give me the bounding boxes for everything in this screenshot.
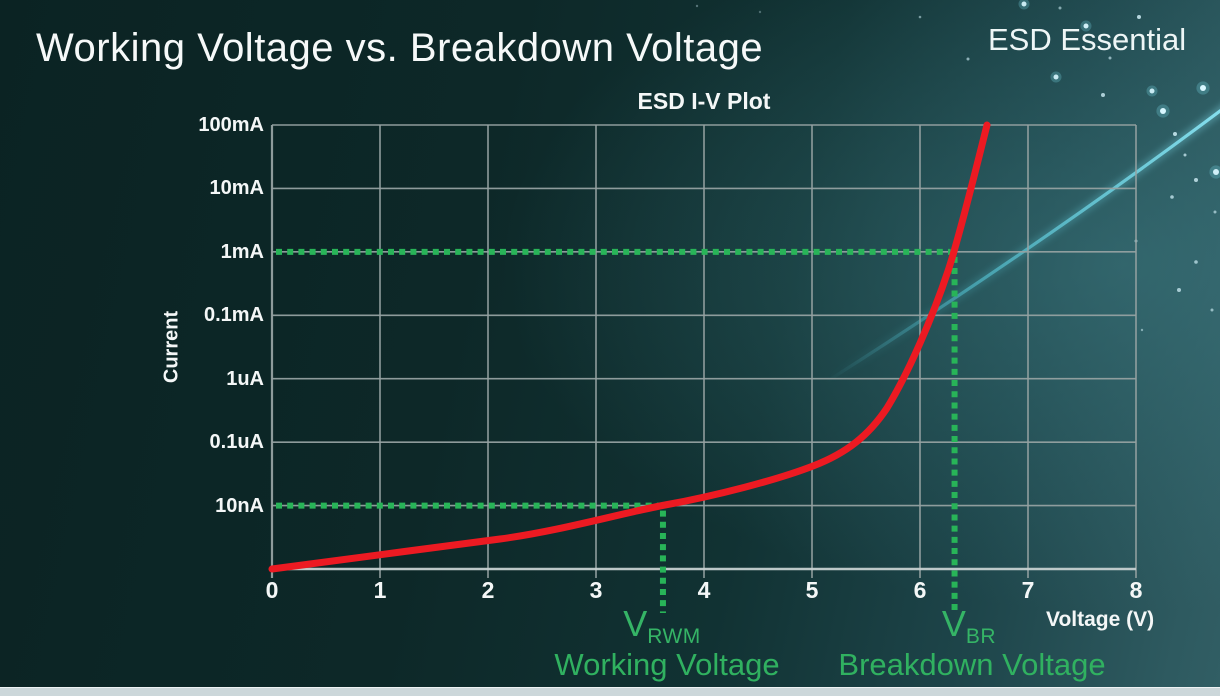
vbr-label: VBR <box>942 605 996 656</box>
brand-watermark: ESD Essential <box>988 22 1187 57</box>
vbr-symbol: V <box>941 603 966 644</box>
chart-title: ESD I-V Plot <box>637 88 771 114</box>
x-tick-label: 3 <box>589 577 603 603</box>
x-tick-label: 0 <box>265 577 279 603</box>
background-swoosh <box>823 105 1220 386</box>
x-tick-label: 5 <box>805 577 819 603</box>
iv-curve <box>268 121 991 573</box>
y-tick-label: 100mA <box>198 114 264 136</box>
y-tick-label: 0.1uA <box>209 431 264 454</box>
y-tick-label: 0.1mA <box>203 304 264 327</box>
vrwm-subscript: RWM <box>647 625 701 648</box>
working-voltage-caption: Working Voltage <box>554 647 780 682</box>
x-tick-label: 6 <box>913 577 927 603</box>
breakdown-voltage-caption: Breakdown Voltage <box>838 647 1106 682</box>
annotation-dotted-lines <box>276 248 958 613</box>
x-tick-label: 1 <box>373 577 387 603</box>
grid-lines <box>270 124 1137 578</box>
x-tick-label: 4 <box>697 577 711 603</box>
star-dots <box>695 0 1220 332</box>
x-tick-label: 8 <box>1129 577 1143 603</box>
x-tick-label: 7 <box>1021 577 1035 603</box>
x-axis-label: Voltage (V) <box>1046 608 1155 631</box>
y-tick-label: 10nA <box>215 494 264 517</box>
vrwm-symbol: V <box>623 603 648 644</box>
vrwm-label: VRWM <box>623 605 701 656</box>
y-tick-label: 1mA <box>220 240 264 263</box>
y-tick-label: 10mA <box>209 177 264 200</box>
video-progress-strip <box>0 687 1220 696</box>
y-tick-label: 1uA <box>226 367 264 390</box>
vbr-subscript: BR <box>965 625 997 648</box>
slide-title: Working Voltage vs. Breakdown Voltage <box>36 26 764 70</box>
x-tick-label: 2 <box>481 577 495 603</box>
